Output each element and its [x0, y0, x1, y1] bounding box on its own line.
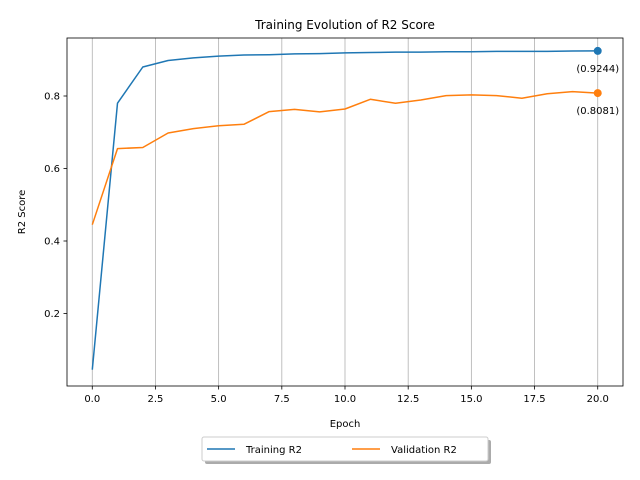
y-tick-label: 0.4 — [44, 237, 60, 248]
final-value-marker-1 — [593, 89, 602, 98]
legend: Training R2 Validation R2 — [201, 436, 491, 464]
x-tick-label: 2.5 — [148, 394, 164, 405]
legend-label-training: Training R2 — [245, 445, 302, 456]
y-tick-label: 0.6 — [44, 164, 60, 175]
x-axis-title: Epoch — [330, 419, 361, 430]
x-tick-label: 12.5 — [397, 394, 419, 405]
final-value-marker-0 — [593, 46, 602, 55]
x-tick-label: 20.0 — [587, 394, 609, 405]
series-line-1 — [91, 90, 598, 225]
final-value-label-0: (0.9244) — [576, 64, 619, 75]
y-axis-title: R2 Score — [17, 190, 28, 235]
x-tick-label: 0.0 — [84, 394, 100, 405]
y-tick-label: 0.8 — [44, 92, 60, 103]
x-tick-label: 10.0 — [334, 394, 356, 405]
grid — [91, 38, 599, 386]
series-layer — [91, 50, 598, 370]
final-value-label-1: (0.8081) — [576, 106, 619, 117]
x-tick-label: 15.0 — [460, 394, 482, 405]
chart-title: Training Evolution of R2 Score — [254, 18, 435, 32]
y-tick-label: 0.2 — [44, 309, 60, 320]
x-tick-label: 5.0 — [211, 394, 227, 405]
x-axis: 0.0 2.5 5.0 7.5 10.0 12.5 15.0 17.5 20.0 — [84, 386, 609, 405]
y-axis: 0.2 0.4 0.6 0.8 — [44, 92, 67, 320]
annotations: (0.9244) (0.8081) — [576, 46, 619, 117]
legend-box — [201, 436, 489, 462]
x-tick-label: 17.5 — [523, 394, 545, 405]
x-tick-label: 7.5 — [274, 394, 290, 405]
legend-label-validation: Validation R2 — [391, 445, 457, 456]
series-line-0 — [91, 50, 598, 370]
